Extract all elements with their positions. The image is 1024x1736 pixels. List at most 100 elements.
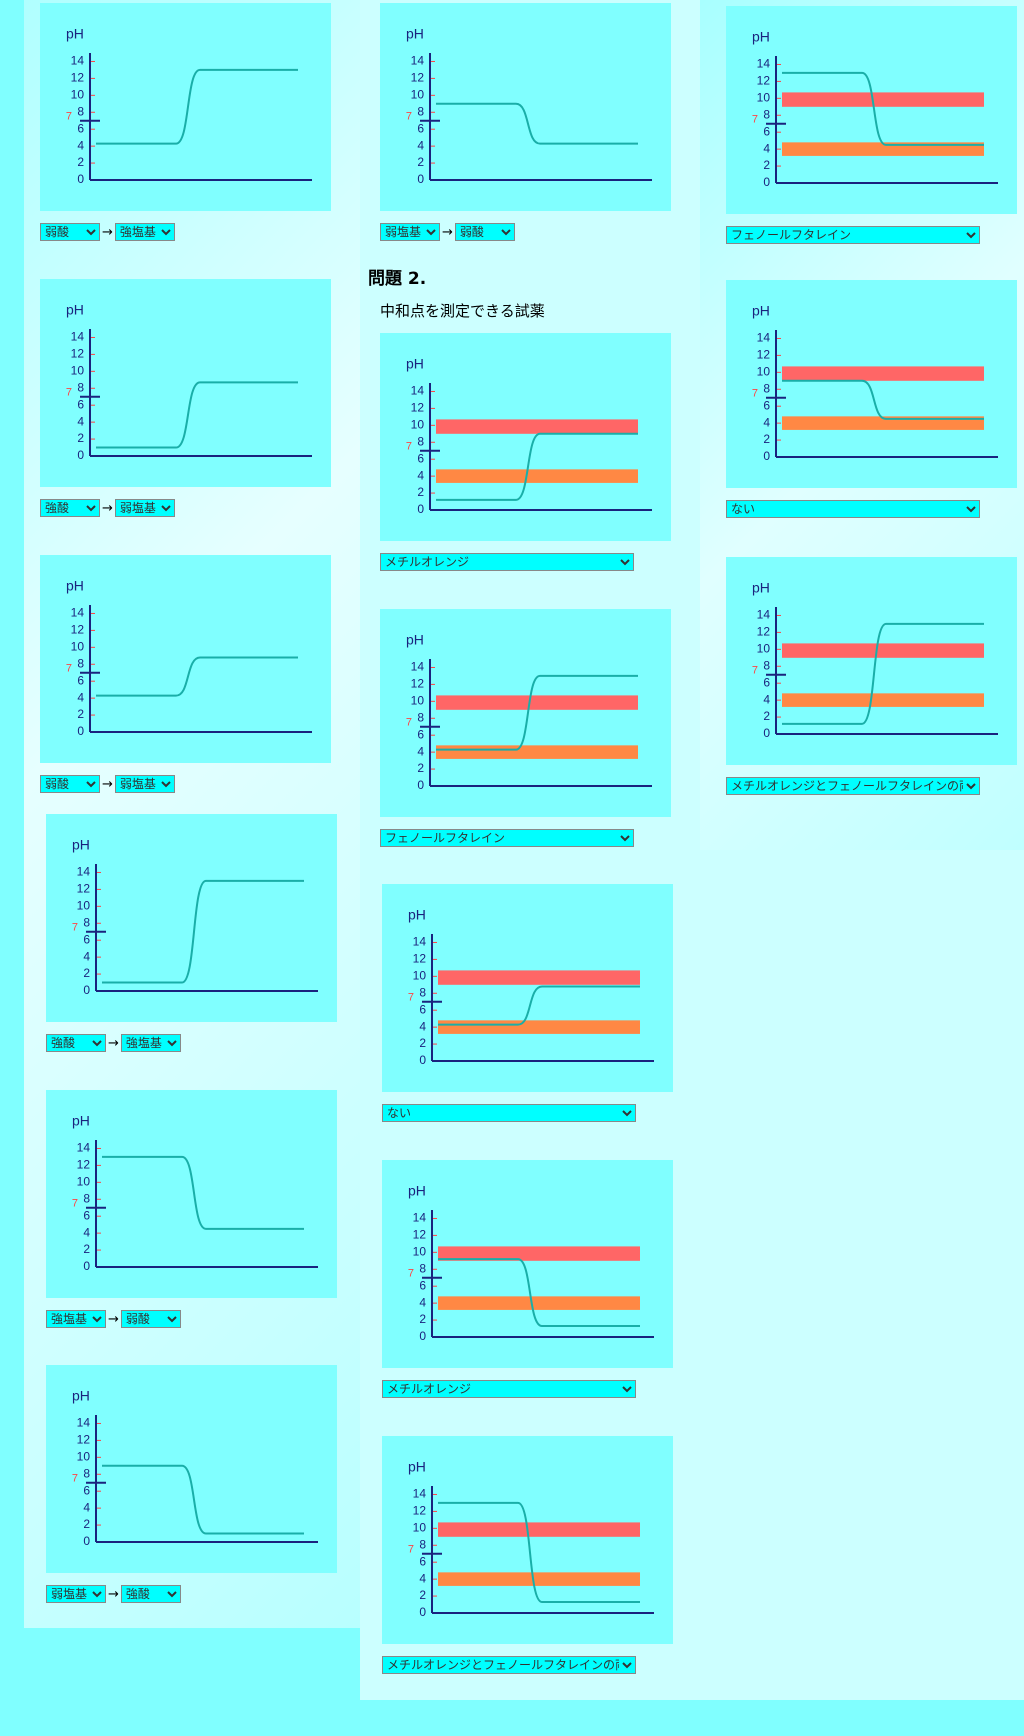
y-tick-label: 10 — [411, 88, 425, 102]
y-tick-label: 6 — [83, 1208, 90, 1222]
y-tick-label: 0 — [419, 1605, 426, 1619]
indicator-band — [436, 745, 638, 759]
y-tick-label: 10 — [757, 642, 771, 656]
y-tick-label: 2 — [83, 1517, 90, 1531]
dropdown[interactable]: 強塩基 — [46, 1310, 106, 1328]
y-tick-label: 8 — [763, 381, 770, 395]
y-tick-label: 6 — [419, 1554, 426, 1568]
neutral-label: 7 — [752, 114, 758, 126]
y-tick-label: 2 — [83, 1242, 90, 1256]
arrow: → — [102, 500, 113, 516]
chart: pH 0 2 4 6 8 10 12 14 7 — [752, 580, 998, 740]
neutral-label: 7 — [406, 441, 412, 453]
y-tick-label: 6 — [83, 932, 90, 946]
arrow: → — [102, 776, 113, 792]
select-row: 弱塩基 → 強酸 — [46, 1585, 181, 1603]
y-tick-label: 6 — [763, 124, 770, 138]
indicator-band — [438, 1296, 640, 1310]
heading: 問題 2. — [368, 269, 427, 289]
dropdown[interactable]: 強酸 — [120, 1585, 181, 1603]
y-tick-label: 6 — [763, 398, 770, 412]
y-tick-label: 14 — [757, 331, 771, 345]
chart: pH 0 2 4 6 8 10 12 14 7 — [752, 303, 998, 463]
dropdown[interactable]: 弱酸 — [454, 223, 515, 241]
y-tick-label: 14 — [413, 1211, 427, 1225]
dropdown[interactable]: 強塩基 — [114, 223, 175, 241]
dropdown[interactable]: フェノールフタレイン — [380, 829, 634, 847]
y-tick-label: 0 — [763, 726, 770, 740]
subheading: 中和点を測定できる試薬 — [380, 302, 545, 320]
chart: pH 0 2 4 6 8 10 12 14 7 — [408, 1183, 654, 1343]
y-tick-label: 12 — [77, 1433, 91, 1447]
chart-panel: pH 0 2 4 6 8 10 12 14 7 — [40, 279, 331, 487]
y-tick-label: 10 — [71, 640, 85, 654]
arrow: → — [442, 224, 453, 240]
dropdown[interactable]: 強酸 — [40, 499, 100, 517]
chart: pH 0 2 4 6 8 10 12 14 7 — [406, 356, 652, 516]
dropdown[interactable]: 弱塩基 — [114, 499, 175, 517]
dropdown[interactable]: 弱塩基 — [114, 775, 175, 793]
dropdown[interactable]: 弱酸 — [40, 775, 100, 793]
y-tick-label: 12 — [411, 677, 425, 691]
titration-curve — [436, 674, 638, 751]
dropdown[interactable]: 弱塩基 — [46, 1585, 106, 1603]
y-tick-label: 2 — [419, 1036, 426, 1050]
y-tick-label: 6 — [77, 121, 84, 135]
chart: pH 0 2 4 6 8 10 12 14 7 — [66, 578, 312, 738]
y-tick-label: 14 — [77, 1141, 91, 1155]
y-tick-label: 8 — [419, 985, 426, 999]
dropdown[interactable]: メチルオレンジ — [380, 553, 634, 571]
y-tick-label: 8 — [417, 104, 424, 118]
y-tick-label: 14 — [411, 660, 425, 674]
dropdown[interactable]: ない — [726, 500, 980, 518]
y-tick-label: 8 — [419, 1537, 426, 1551]
y-tick-label: 6 — [417, 727, 424, 741]
y-tick-label: 14 — [71, 330, 85, 344]
dropdown[interactable]: 弱酸 — [40, 223, 100, 241]
axis-label: pH — [66, 578, 84, 594]
indicator-band — [438, 1572, 640, 1586]
arrow: → — [108, 1035, 119, 1051]
titration-curve — [102, 1155, 304, 1230]
y-tick-label: 12 — [77, 1158, 91, 1172]
y-tick-label: 0 — [83, 1534, 90, 1548]
y-tick-label: 10 — [77, 1175, 91, 1189]
neutral-label: 7 — [72, 1198, 78, 1210]
dropdown[interactable]: ない — [382, 1104, 636, 1122]
dropdown[interactable]: 弱塩基 — [380, 223, 440, 241]
y-tick-label: 14 — [71, 54, 85, 68]
neutral-label: 7 — [408, 1268, 414, 1280]
y-tick-label: 0 — [83, 1259, 90, 1273]
neutral-label: 7 — [752, 665, 758, 677]
y-tick-label: 8 — [83, 915, 90, 929]
chart-panel: pH 0 2 4 6 8 10 12 14 7 — [726, 557, 1017, 765]
y-tick-label: 6 — [763, 675, 770, 689]
y-tick-label: 10 — [413, 1245, 427, 1259]
titration-curve — [96, 656, 298, 697]
select-row: ない — [726, 500, 980, 518]
y-tick-label: 2 — [77, 431, 84, 445]
indicator-band — [436, 469, 638, 483]
dropdown[interactable]: 強酸 — [46, 1034, 106, 1052]
y-tick-label: 2 — [417, 761, 424, 775]
chart-panel: pH 0 2 4 6 8 10 12 14 7 — [46, 1090, 337, 1298]
dropdown[interactable]: フェノールフタレイン — [726, 226, 980, 244]
chart-panel: pH 0 2 4 6 8 10 12 14 7 — [380, 333, 671, 541]
y-tick-label: 10 — [411, 418, 425, 432]
select-row: 弱酸 → 強塩基 — [40, 223, 175, 241]
dropdown[interactable]: メチルオレンジ — [382, 1380, 636, 1398]
chart-panel: pH 0 2 4 6 8 10 12 14 7 — [380, 3, 671, 211]
titration-curve — [782, 71, 984, 146]
dropdown[interactable]: 強塩基 — [120, 1034, 181, 1052]
y-tick-label: 0 — [77, 724, 84, 738]
titration-curve — [102, 879, 304, 984]
dropdown[interactable]: 弱酸 — [120, 1310, 181, 1328]
dropdown[interactable]: メチルオレンジとフェノールフタレインの両方 — [726, 777, 980, 795]
axis-label: pH — [66, 26, 84, 42]
y-tick-label: 4 — [417, 468, 424, 482]
y-tick-label: 10 — [411, 694, 425, 708]
dropdown[interactable]: メチルオレンジとフェノールフタレインの両方 — [382, 1656, 636, 1674]
y-tick-label: 14 — [71, 606, 85, 620]
y-tick-label: 0 — [419, 1329, 426, 1343]
